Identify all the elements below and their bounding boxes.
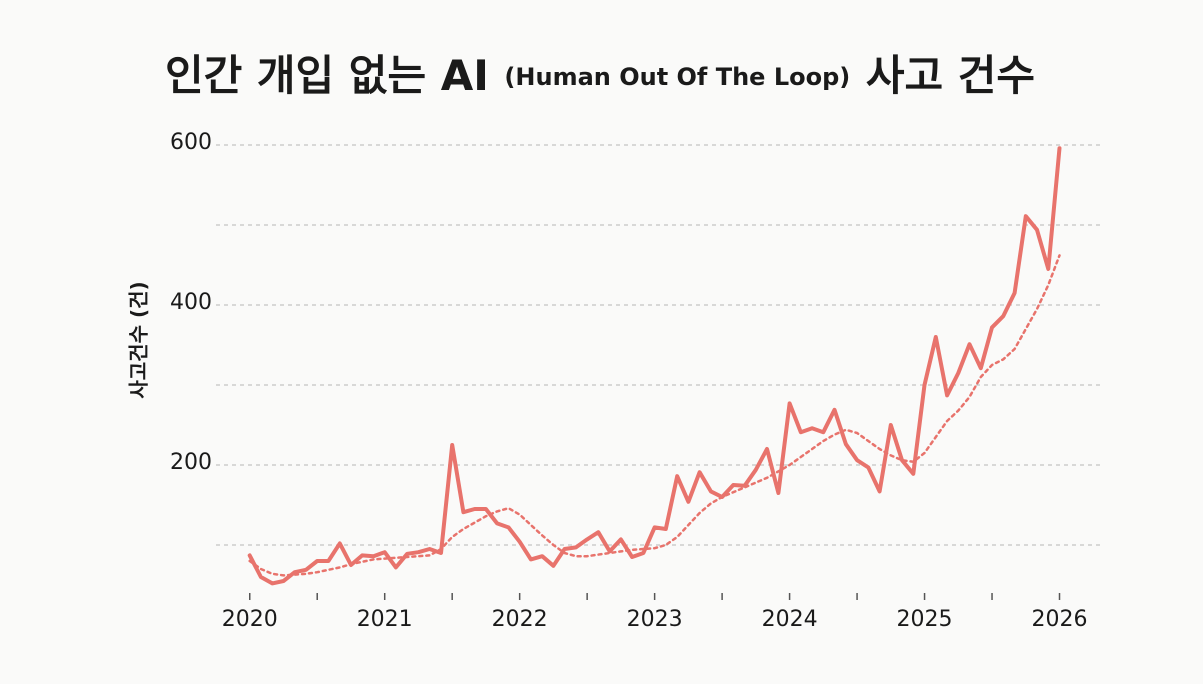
trend-line [248,254,1061,577]
x-tick-label: 2023 [627,607,683,632]
title-note: (Human Out Of The Loop) [504,63,850,91]
y-axis-label: 사고건수 (건) [127,281,151,398]
title-main: 인간 개입 없는 AI [165,51,489,100]
title-end: 사고 건수 [866,51,1035,100]
x-tick-label: 2026 [1032,607,1088,632]
y-tick-label: 600 [170,130,212,155]
y-tick-label: 200 [170,450,212,475]
data-line [247,146,1062,586]
x-tick-label: 2022 [492,607,548,632]
chart-title: 인간 개입 없는 AI (Human Out Of The Loop) 사고 건… [165,51,1035,100]
x-tick-label: 2024 [762,607,818,632]
x-tick-label: 2020 [222,607,278,632]
x-tick-label: 2021 [357,607,413,632]
x-tick-label: 2025 [897,607,953,632]
y-tick-label: 400 [170,290,212,315]
